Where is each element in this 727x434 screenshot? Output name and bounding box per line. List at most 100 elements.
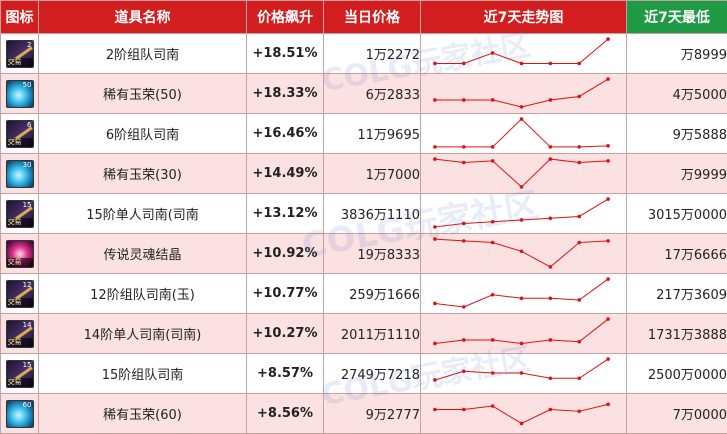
trend-point (462, 145, 466, 149)
trend-line (434, 158, 609, 188)
box-icon: 12 交易 (5, 279, 34, 308)
trend-point (548, 157, 553, 161)
trend-cell (420, 313, 627, 354)
box-icon: 14 交易 (5, 319, 34, 348)
current-price: 259万1666 (323, 273, 421, 314)
trend-point (519, 421, 524, 426)
table-row[interactable]: 交易 传说灵魂结晶 +10.92% 19万8333 17万6666 (0, 233, 727, 274)
trend-point (577, 61, 582, 66)
item-name: 稀有玉荣(50) (38, 73, 247, 114)
trend-cell (420, 193, 627, 234)
trend-sparkline (433, 317, 610, 346)
trend-line (434, 358, 609, 381)
current-price: 2011万1110 (323, 313, 421, 354)
icon-cell: 2 交易 (0, 33, 39, 74)
item-name: 稀有玉荣(60) (38, 393, 247, 434)
trend-point (577, 160, 582, 165)
trend-point (519, 218, 524, 222)
trend-point (433, 61, 437, 66)
trend-point (433, 145, 437, 149)
trend-point (462, 338, 466, 342)
trend-point (606, 77, 610, 81)
table-row[interactable]: 60 稀有玉荣(60) +8.56% 9万2777 7万0000 (0, 393, 727, 434)
trend-sparkline (433, 77, 610, 109)
trend-point (490, 371, 495, 375)
trend-point (433, 407, 437, 412)
trend-point (606, 402, 610, 407)
trend-point (490, 293, 495, 297)
trend-point (577, 240, 582, 245)
seven-day-low: 3015万0000 (626, 193, 727, 234)
seven-day-low: 7万0000 (626, 393, 727, 434)
item-name: 14阶单人司南(司南) (38, 313, 247, 354)
price-change: +10.27% (246, 313, 324, 354)
trend-point (606, 317, 610, 321)
trend-point (490, 159, 495, 163)
trend-point (519, 371, 524, 375)
trend-sparkline (433, 197, 610, 229)
icon-cell: 交易 (0, 233, 39, 274)
tradeable-tag: 交易 (6, 297, 33, 307)
price-change: +10.77% (246, 273, 324, 314)
trend-point (548, 338, 553, 342)
icon-level: 15 (22, 200, 32, 209)
trend-line (434, 38, 609, 64)
icon-cell: 15 交易 (0, 193, 39, 234)
seven-day-low: 万9999 (626, 153, 727, 194)
trend-sparkline (433, 357, 610, 382)
item-name: 12阶组队司南(玉) (38, 273, 247, 314)
current-price: 1万7000 (323, 153, 421, 194)
table-row[interactable]: 15 交易 15阶组队司南 +8.57% 2749万7218 2500万0000 (0, 353, 727, 394)
trend-sparkline (433, 157, 610, 189)
trend-point (519, 249, 524, 254)
table-row[interactable]: 30 稀有玉荣(30) +14.49% 1万7000 万9999 (0, 153, 727, 194)
trend-point (490, 219, 495, 224)
trend-point (606, 37, 610, 41)
trend-point (577, 298, 582, 302)
trend-point (577, 145, 582, 149)
trend-cell (420, 393, 627, 434)
trend-point (433, 378, 437, 382)
table-row[interactable]: 15 交易 15阶单人司南(司南 +13.12% 3836万1110 3015万0000 (0, 193, 727, 234)
price-change: +10.92% (246, 233, 324, 274)
trend-point (433, 237, 437, 241)
box-icon: 15 交易 (5, 199, 34, 228)
icon-cell: 12 交易 (0, 273, 39, 314)
icon-level: 15 (22, 360, 32, 369)
table-row[interactable]: 50 稀有玉荣(50) +18.33% 6万2833 4万5000 (0, 73, 727, 114)
table-row[interactable]: 12 交易 12阶组队司南(玉) +10.77% 259万1666 217万3609 (0, 273, 727, 314)
current-price: 2749万7218 (323, 353, 421, 394)
trend-point (462, 98, 466, 102)
trend-cell (420, 353, 627, 394)
icon-level: 30 (22, 160, 32, 169)
trend-point (490, 404, 495, 408)
tradeable-tag: 交易 (6, 57, 33, 67)
price-change: +18.51% (246, 33, 324, 74)
trend-point (462, 369, 466, 374)
price-change: +18.33% (246, 73, 324, 114)
tradeable-tag: 交易 (6, 217, 33, 227)
trend-cell (420, 113, 627, 154)
seven-day-low: 217万3609 (626, 273, 727, 314)
table-row[interactable]: 6 交易 6阶组队司南 +16.46% 11万9695 9万5888 (0, 113, 727, 154)
price-change: +14.49% (246, 153, 324, 194)
table-row[interactable]: 2 交易 2阶组队司南 +18.51% 1万2272 万8999 (0, 33, 727, 74)
trend-cell (420, 33, 627, 74)
current-price: 3836万1110 (323, 193, 421, 234)
price-change: +8.56% (246, 393, 324, 434)
current-price: 11万9695 (323, 113, 421, 154)
trend-point (490, 51, 495, 55)
icon-cell: 30 (0, 153, 39, 194)
price-change: +8.57% (246, 353, 324, 394)
price-change: +13.12% (246, 193, 324, 234)
table-row[interactable]: 14 交易 14阶单人司南(司南) +10.27% 2011万1110 1731万3888 (0, 313, 727, 354)
trend-sparkline (433, 37, 610, 66)
icon-level: 60 (22, 400, 32, 409)
tradeable-tag: 交易 (6, 377, 33, 387)
item-name: 15阶组队司南 (38, 353, 247, 394)
gem-icon: 50 (5, 79, 34, 108)
trend-line (434, 198, 609, 228)
item-name: 2阶组队司南 (38, 33, 247, 74)
